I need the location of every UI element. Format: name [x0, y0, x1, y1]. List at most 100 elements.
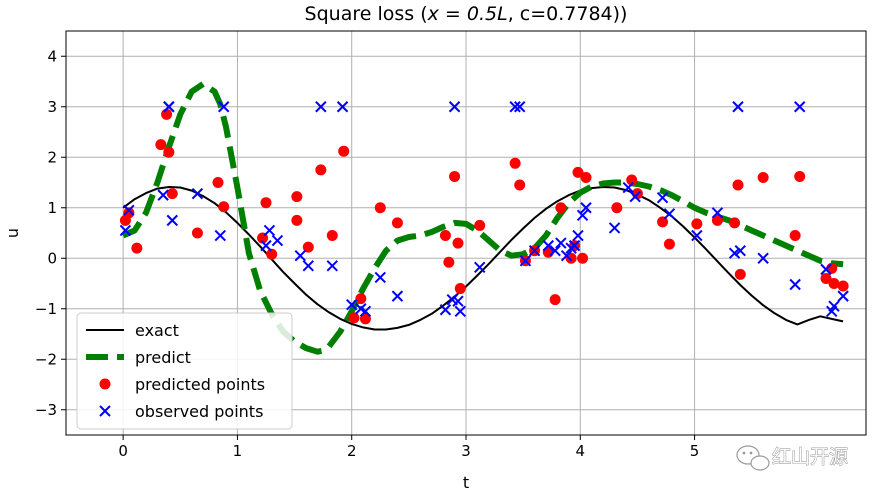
predicted-point: [449, 170, 461, 182]
observed-point: [568, 239, 581, 252]
predicted-point: [218, 201, 230, 213]
x-tick-label: 5: [690, 442, 700, 460]
predicted-point: [549, 294, 561, 306]
y-tick-label: 4: [47, 47, 57, 65]
x-axis-label: t: [463, 473, 469, 492]
predicted-point: [454, 283, 466, 295]
predicted-point: [443, 256, 455, 268]
x-tick-label: 0: [118, 442, 128, 460]
observed-point: [454, 305, 466, 317]
observed-point: [734, 244, 746, 257]
observed-point: [656, 191, 669, 204]
observed-point: [509, 101, 521, 113]
observed-point: [711, 207, 724, 219]
y-tick-label: 3: [47, 98, 57, 116]
predicted-point: [820, 272, 832, 284]
observed-point: [260, 239, 272, 252]
observed-point: [294, 250, 306, 262]
predicted-point: [474, 219, 486, 231]
predicted-point: [514, 179, 526, 191]
y-axis-label: u: [3, 228, 22, 238]
observed-point: [123, 204, 135, 216]
legend: exact predict predicted points observed poi…: [76, 312, 293, 430]
predicted-point: [155, 139, 167, 151]
observed-point: [359, 305, 372, 317]
predicted-point: [711, 214, 723, 226]
observed-point: [263, 224, 276, 237]
observed-point: [218, 101, 230, 113]
predicted-point: [291, 214, 303, 226]
observed-point: [794, 101, 806, 113]
observed-point: [757, 252, 769, 264]
observed-point: [315, 101, 327, 113]
observed-point: [580, 202, 592, 214]
predicted-point: [580, 171, 592, 183]
observed-point: [157, 189, 169, 201]
predicted-point: [663, 238, 675, 250]
observed-point: [608, 222, 621, 234]
wechat-icon: [736, 445, 770, 471]
y-tick-label: −1: [35, 300, 57, 318]
y-tick-label: −2: [35, 350, 57, 368]
predicted-point: [163, 146, 175, 158]
observed-point: [560, 250, 573, 262]
predicted-point: [691, 218, 703, 230]
legend-label: observed points: [135, 402, 263, 421]
predicted-point: [266, 248, 278, 260]
legend-swatch: [99, 405, 111, 417]
observed-point: [519, 255, 532, 267]
observed-point: [789, 278, 801, 291]
legend-item-predicted-points: predicted points: [99, 375, 265, 394]
predicted-point: [789, 230, 801, 242]
predicted-point: [315, 164, 327, 176]
observed-point: [555, 237, 567, 249]
legend-item-observed-points: observed points: [99, 402, 263, 421]
predicted-point: [555, 202, 567, 214]
predicted-point: [348, 312, 360, 324]
wechat-eye: [749, 451, 753, 455]
predicted-point: [123, 207, 135, 219]
predicted-point: [161, 108, 173, 120]
predicted-point: [391, 217, 403, 229]
title-math: x = 0.5L: [427, 3, 508, 25]
predicted-point: [565, 252, 577, 264]
predicted-point: [326, 230, 338, 242]
predicted-point: [374, 202, 386, 214]
predicted-point: [794, 170, 806, 182]
watermark: 红山开源: [736, 445, 848, 471]
observed-point: [374, 271, 386, 284]
legend-label: exact: [135, 321, 179, 340]
predicted-point: [338, 145, 350, 157]
observed-point: [336, 101, 349, 113]
legend-item-predict: predict: [86, 348, 191, 367]
series-observed-points: [119, 101, 849, 317]
observed-point: [622, 181, 634, 194]
predicted-point: [260, 197, 272, 209]
wechat-eye: [742, 451, 746, 455]
predicted-point: [828, 278, 840, 289]
observed-point: [837, 290, 849, 302]
x-tick-label: 2: [347, 442, 357, 460]
chart-title: Square loss (x = 0.5L, c=0.7784)): [305, 3, 628, 25]
predicted-point: [577, 252, 589, 264]
y-tick-label: 2: [47, 148, 57, 166]
observed-point: [191, 187, 204, 200]
observed-point: [576, 209, 589, 222]
y-tick-label: 0: [47, 249, 57, 267]
predicted-point: [439, 230, 451, 242]
series-predicted-points: [119, 108, 849, 325]
observed-point: [439, 304, 452, 316]
watermark-text: 红山开源: [772, 446, 848, 468]
predicted-point: [355, 293, 367, 305]
observed-point: [271, 234, 284, 247]
y-tick-label: 1: [47, 199, 57, 217]
observed-point: [572, 229, 584, 242]
observed-point: [691, 229, 703, 242]
x-tick-label: 1: [233, 442, 243, 460]
legend-label: predicted points: [135, 375, 265, 394]
observed-point: [214, 229, 226, 242]
y-tick-label: −3: [35, 401, 57, 419]
observed-point: [166, 214, 178, 227]
observed-point: [119, 224, 132, 237]
